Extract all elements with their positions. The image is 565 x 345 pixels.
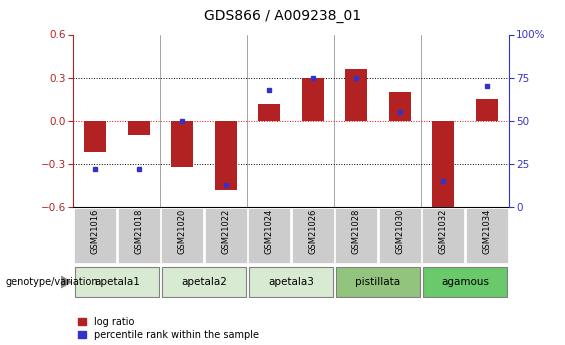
- Text: GSM21028: GSM21028: [352, 209, 360, 254]
- Text: apetala3: apetala3: [268, 277, 314, 287]
- Text: GSM21016: GSM21016: [91, 209, 99, 254]
- Text: GSM21030: GSM21030: [396, 209, 404, 254]
- Text: GSM21020: GSM21020: [178, 209, 186, 254]
- Bar: [215, 121, 237, 190]
- FancyBboxPatch shape: [423, 267, 507, 297]
- FancyBboxPatch shape: [292, 208, 333, 263]
- FancyBboxPatch shape: [249, 267, 333, 297]
- FancyBboxPatch shape: [205, 208, 246, 263]
- Text: GSM21018: GSM21018: [134, 209, 143, 254]
- Text: GSM21032: GSM21032: [439, 209, 447, 254]
- FancyBboxPatch shape: [379, 208, 420, 263]
- FancyBboxPatch shape: [423, 208, 464, 263]
- Text: GDS866 / A009238_01: GDS866 / A009238_01: [204, 9, 361, 23]
- FancyBboxPatch shape: [75, 267, 159, 297]
- Bar: [84, 121, 106, 152]
- Text: GSM21024: GSM21024: [265, 209, 273, 254]
- Bar: [128, 121, 150, 135]
- Legend: log ratio, percentile rank within the sample: log ratio, percentile rank within the sa…: [79, 317, 259, 340]
- Bar: [258, 104, 280, 121]
- Text: apetala1: apetala1: [94, 277, 140, 287]
- Text: pistillata: pistillata: [355, 277, 401, 287]
- Text: GSM21022: GSM21022: [221, 209, 230, 254]
- FancyBboxPatch shape: [162, 267, 246, 297]
- Bar: [302, 78, 324, 121]
- Bar: [171, 121, 193, 167]
- Bar: [432, 121, 454, 210]
- Text: GSM21034: GSM21034: [483, 209, 491, 254]
- FancyBboxPatch shape: [336, 267, 420, 297]
- Bar: [476, 99, 498, 121]
- Polygon shape: [61, 276, 71, 288]
- Text: GSM21026: GSM21026: [308, 209, 317, 254]
- Text: apetala2: apetala2: [181, 277, 227, 287]
- FancyBboxPatch shape: [75, 208, 116, 263]
- Bar: [389, 92, 411, 121]
- FancyBboxPatch shape: [162, 208, 203, 263]
- FancyBboxPatch shape: [336, 208, 377, 263]
- FancyBboxPatch shape: [118, 208, 159, 263]
- FancyBboxPatch shape: [249, 208, 290, 263]
- Bar: [345, 69, 367, 121]
- FancyBboxPatch shape: [466, 208, 507, 263]
- Text: genotype/variation: genotype/variation: [6, 277, 98, 287]
- Text: agamous: agamous: [441, 277, 489, 287]
